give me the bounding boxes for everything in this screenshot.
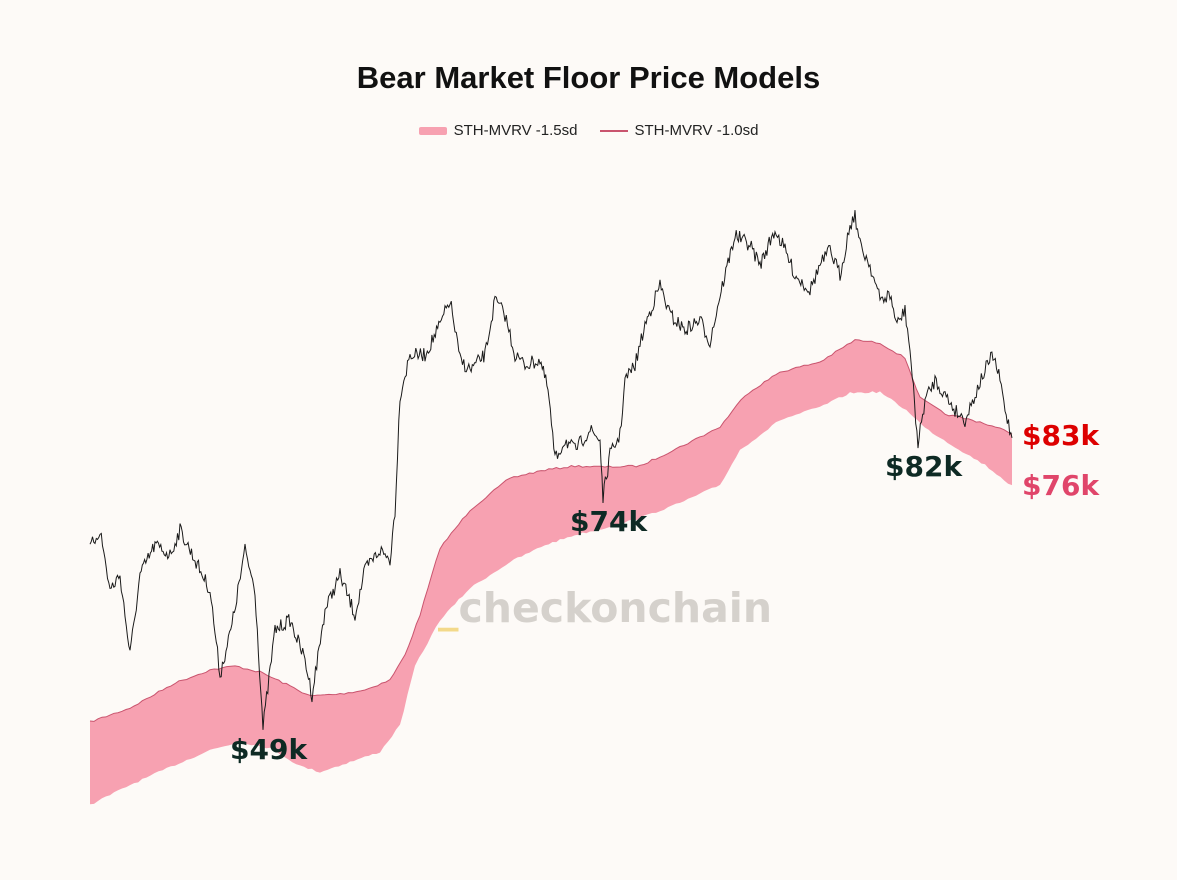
- legend-label-band: STH-MVRV -1.5sd: [453, 122, 578, 139]
- watermark-underscore: _: [438, 584, 459, 632]
- legend-swatch-line: [599, 129, 628, 132]
- sth-mvrv-band-area: [90, 339, 1012, 805]
- legend-item-band: STH-MVRV -1.5sd: [418, 122, 578, 139]
- annotation-82k: $82k: [885, 450, 963, 483]
- legend-label-line: STH-MVRV -1.0sd: [634, 122, 759, 139]
- price-line: [89, 210, 1013, 730]
- legend-item-line: STH-MVRV -1.0sd: [599, 122, 759, 139]
- chart-title: Bear Market Floor Price Models: [356, 60, 821, 95]
- sth-mvrv-minus-1sd-line: [89, 339, 1013, 722]
- watermark-text: checkonchain: [458, 584, 773, 632]
- watermark: _checkonchain: [438, 584, 772, 632]
- annotation-49k: $49k: [230, 733, 308, 766]
- annotation-83k: $83k: [1022, 419, 1100, 452]
- annotation-76k: $76k: [1022, 469, 1100, 502]
- legend-swatch-band: [418, 126, 447, 135]
- chart-legend: STH-MVRV -1.5sd STH-MVRV -1.0sd: [0, 122, 1177, 139]
- annotation-74k: $74k: [570, 505, 648, 538]
